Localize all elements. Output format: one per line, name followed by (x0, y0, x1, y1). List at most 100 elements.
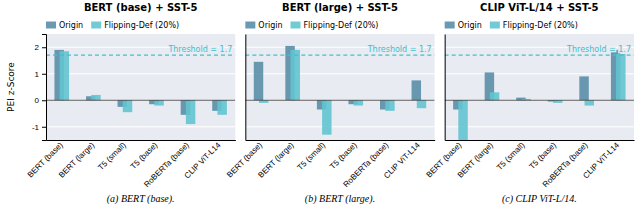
plot-background (445, 34, 634, 140)
x-tick: RoBERTa (base) (142, 140, 191, 189)
x-tick: T5 (base) (328, 140, 359, 171)
bar (123, 100, 132, 112)
zero-line (46, 100, 235, 101)
zero-line (445, 100, 634, 101)
legend-item: Origin (245, 21, 282, 30)
bar (385, 100, 394, 111)
bar (60, 51, 69, 100)
caption: (a) BERT (base). (107, 193, 175, 205)
zero-line (245, 100, 434, 101)
tick-label: 1 (35, 70, 40, 79)
legend-label: Origin (258, 21, 282, 30)
grid (245, 47, 434, 127)
bar (354, 100, 363, 105)
y-axis (444, 35, 446, 141)
legend-label: Flipping-Def (20%) (304, 21, 379, 30)
legend-swatch (46, 22, 56, 29)
caption: (c) CLIP ViT-L/14. (502, 193, 577, 205)
tick-label: CLIP ViT-L14 (382, 140, 422, 180)
x-tick: CLIP ViT-L14 (581, 140, 621, 180)
axis-line (445, 140, 634, 141)
panel: Threshold = 1.7 -1 0 1 2 BERT (base)BERT (lar… (6, 2, 236, 205)
x-tick: RoBERTa (base) (541, 140, 590, 189)
legend-swatch (91, 22, 101, 29)
legend-label: Flipping-Def (20%) (104, 21, 179, 30)
grid-line (245, 100, 434, 101)
y-tick: 2 (35, 43, 46, 52)
caption: (b) BERT (large). (305, 193, 375, 205)
bar (91, 95, 100, 100)
axis-line (445, 35, 446, 141)
legend-swatch (291, 22, 301, 29)
legend: Origin Flipping-Def (20%) (46, 21, 179, 30)
threshold-label: Threshold = 1.7 (167, 45, 232, 54)
tick-label: RoBERTa (base) (541, 140, 590, 189)
grid-line (46, 100, 235, 101)
x-tick: CLIP ViT-L14 (183, 140, 223, 180)
grid-line (445, 126, 634, 127)
marks (46, 50, 235, 124)
threshold-line (46, 55, 235, 56)
grid-line (245, 73, 434, 74)
series (259, 50, 426, 135)
x-tick: T5 (small) (96, 140, 128, 172)
tick-label: T5 (small) (296, 140, 328, 172)
panel: Threshold = 1.7BERT (base)BERT (large)T5… (424, 2, 634, 205)
threshold-label: Threshold = 1.7 (367, 45, 432, 54)
grid (46, 47, 235, 127)
tick-label: T5 (base) (129, 140, 160, 171)
legend-swatch (490, 22, 500, 29)
y-tick: 0 (35, 96, 46, 105)
tick-label: 0 (35, 96, 40, 105)
x-axis: BERT (base)BERT (large)T5 (small)T5 (bas… (26, 140, 236, 189)
legend-item: Flipping-Def (20%) (91, 21, 179, 30)
x-tick: BERT (large) (57, 140, 96, 180)
tick-label: -1 (32, 123, 40, 132)
marks (445, 50, 634, 140)
bar (154, 100, 163, 105)
panel: Threshold = 1.7 BERT (base)BERT (large)T5… (225, 2, 435, 205)
tick-label: T5 (small) (96, 140, 128, 172)
bar (417, 100, 426, 108)
bar (254, 62, 263, 100)
plot-background (46, 34, 235, 140)
bar (322, 100, 331, 134)
y-tick: 1 (35, 70, 46, 79)
legend-item: Origin (445, 21, 482, 30)
bar (585, 100, 594, 105)
legend-swatch (445, 22, 455, 29)
grid-line (46, 73, 235, 74)
bar (412, 80, 421, 100)
legend-item: Flipping-Def (20%) (291, 21, 379, 30)
title: CLIP ViT-L/14 + SST-5 (480, 2, 598, 13)
tick-label: T5 (small) (495, 140, 527, 172)
bar (490, 92, 499, 100)
tick-label: T5 (base) (328, 140, 359, 171)
grid-line (46, 126, 235, 127)
x-tick: T5 (base) (129, 140, 160, 171)
tick-label: CLIP ViT-L14 (581, 140, 621, 180)
threshold-label: Threshold = 1.7 (566, 45, 631, 54)
tick-label: RoBERTa (base) (142, 140, 191, 189)
bar (458, 100, 467, 140)
grid-line (445, 100, 634, 101)
tick-label: BERT (large) (256, 140, 295, 179)
grid (445, 47, 634, 127)
x-tick: CLIP ViT-L14 (382, 140, 422, 180)
legend-label: Origin (59, 21, 83, 30)
bar (291, 50, 300, 100)
series (60, 51, 227, 124)
marks (245, 46, 434, 135)
legend: Origin Flipping-Def (20%) (245, 21, 378, 30)
threshold-line (245, 55, 434, 56)
y-label: PEI z-Score (6, 62, 16, 112)
bar (579, 76, 588, 100)
legend-swatch (245, 22, 255, 29)
bar (186, 100, 195, 124)
series (54, 50, 221, 115)
grid-line (445, 73, 634, 74)
x-axis: BERT (base)BERT (large)T5 (small)T5 (bas… (225, 140, 435, 189)
x-tick: BERT (large) (456, 140, 495, 180)
series (458, 54, 625, 140)
y-tick: -1 (32, 123, 46, 132)
